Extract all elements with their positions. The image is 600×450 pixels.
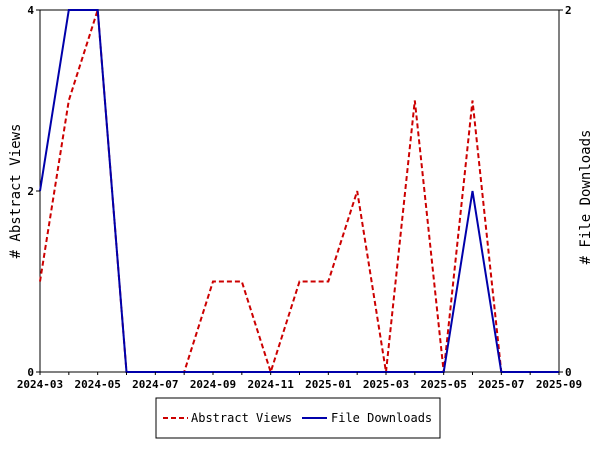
plot-frame <box>39 9 560 373</box>
legend-label-file-downloads: File Downloads <box>331 411 432 425</box>
y-right-tick-label: 0 <box>565 366 572 379</box>
plot-area <box>39 9 560 373</box>
legend-label-abstract-views: Abstract Views <box>191 411 292 425</box>
y-right-axis-ticks: 02 <box>559 4 572 379</box>
y-left-tick-label: 4 <box>27 4 34 17</box>
x-tick-label: 2024-07 <box>132 378 178 391</box>
y-left-tick-label: 0 <box>27 366 34 379</box>
x-tick-label: 2025-01 <box>305 378 352 391</box>
legend: Abstract Views File Downloads <box>155 397 441 439</box>
y-left-axis-title: # Abstract Views <box>8 124 24 259</box>
x-tick-label: 2025-03 <box>363 378 409 391</box>
x-tick-label: 2024-11 <box>247 378 294 391</box>
x-tick-label: 2025-07 <box>478 378 524 391</box>
y-right-tick-label: 2 <box>565 4 572 17</box>
x-tick-label: 2024-09 <box>190 378 236 391</box>
x-tick-label: 2024-05 <box>74 378 120 391</box>
y-left-axis-ticks: 0 2 4 <box>27 4 40 379</box>
x-axis-ticks: 2024-03 2024-05 2024-07 2024-09 2024-11 2025-… <box>17 372 582 391</box>
y-left-tick-label: 2 <box>27 185 34 198</box>
y-right-axis-title: # File Downloads <box>578 130 594 265</box>
x-tick-label: 2025-09 <box>536 378 582 391</box>
x-tick-label: 2025-05 <box>420 378 466 391</box>
legend-box <box>155 397 441 439</box>
x-tick-label: 2024-03 <box>17 378 63 391</box>
